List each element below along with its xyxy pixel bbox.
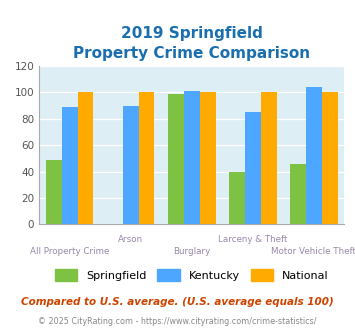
Bar [229, 172, 245, 224]
Bar [62, 107, 77, 224]
Bar [200, 92, 215, 224]
Text: © 2025 CityRating.com - https://www.cityrating.com/crime-statistics/: © 2025 CityRating.com - https://www.city… [38, 317, 317, 326]
Bar [168, 94, 184, 224]
Legend: Springfield, Kentucky, National: Springfield, Kentucky, National [50, 265, 333, 285]
Bar [123, 106, 138, 224]
Text: All Property Crime: All Property Crime [30, 247, 109, 255]
Bar [184, 91, 200, 224]
Bar [322, 92, 338, 224]
Text: Motor Vehicle Theft: Motor Vehicle Theft [271, 247, 355, 255]
Bar [77, 92, 93, 224]
Text: Burglary: Burglary [173, 247, 210, 255]
Bar [245, 112, 261, 224]
Text: Larceny & Theft: Larceny & Theft [218, 236, 288, 245]
Bar [138, 92, 154, 224]
Bar [290, 164, 306, 224]
Text: Arson: Arson [118, 236, 143, 245]
Text: Compared to U.S. average. (U.S. average equals 100): Compared to U.S. average. (U.S. average … [21, 297, 334, 307]
Title: 2019 Springfield
Property Crime Comparison: 2019 Springfield Property Crime Comparis… [73, 26, 310, 61]
Bar [46, 160, 62, 224]
Bar [261, 92, 277, 224]
Bar [306, 87, 322, 224]
